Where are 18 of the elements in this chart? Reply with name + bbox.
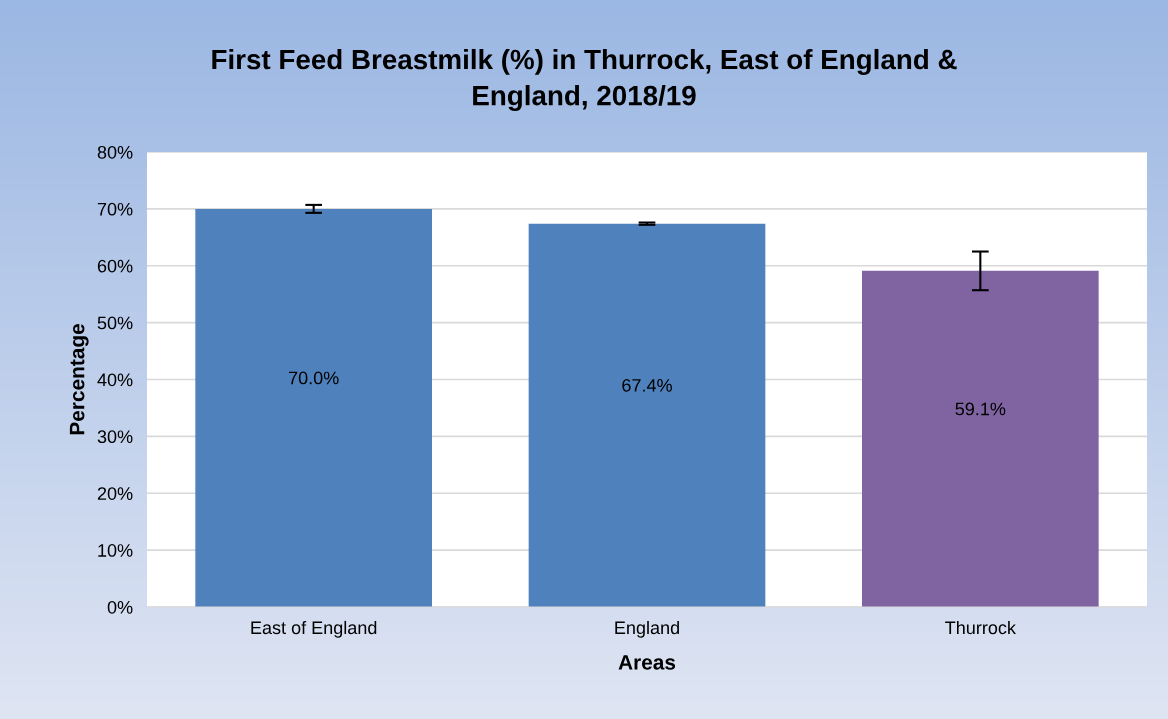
data-label: 67.4%: [622, 378, 672, 392]
y-tick-label: 50%: [97, 316, 133, 330]
y-tick-label: 80%: [97, 145, 133, 159]
y-tick-label: 60%: [97, 259, 133, 273]
data-label: 59.1%: [955, 402, 1006, 416]
y-axis-title: Percentage: [69, 324, 89, 435]
x-tick-label: England: [615, 620, 679, 638]
y-tick-label: 70%: [97, 202, 133, 216]
y-tick-label: 40%: [97, 373, 133, 387]
chart-title: First Feed Breastmilk (%) in Thurrock, East of England & England, 2018/19: [212, 48, 957, 112]
y-tick-label: 20%: [97, 487, 133, 500]
x-axis-title: Areas: [618, 655, 676, 670]
x-tick-label: East of England: [251, 620, 377, 638]
data-label: 70.0%: [289, 371, 339, 385]
y-tick-label: 30%: [97, 430, 133, 444]
y-tick-label: 0%: [107, 600, 133, 614]
x-tick-label: Thurrock: [945, 620, 1016, 635]
y-tick-label: 10%: [98, 544, 133, 557]
